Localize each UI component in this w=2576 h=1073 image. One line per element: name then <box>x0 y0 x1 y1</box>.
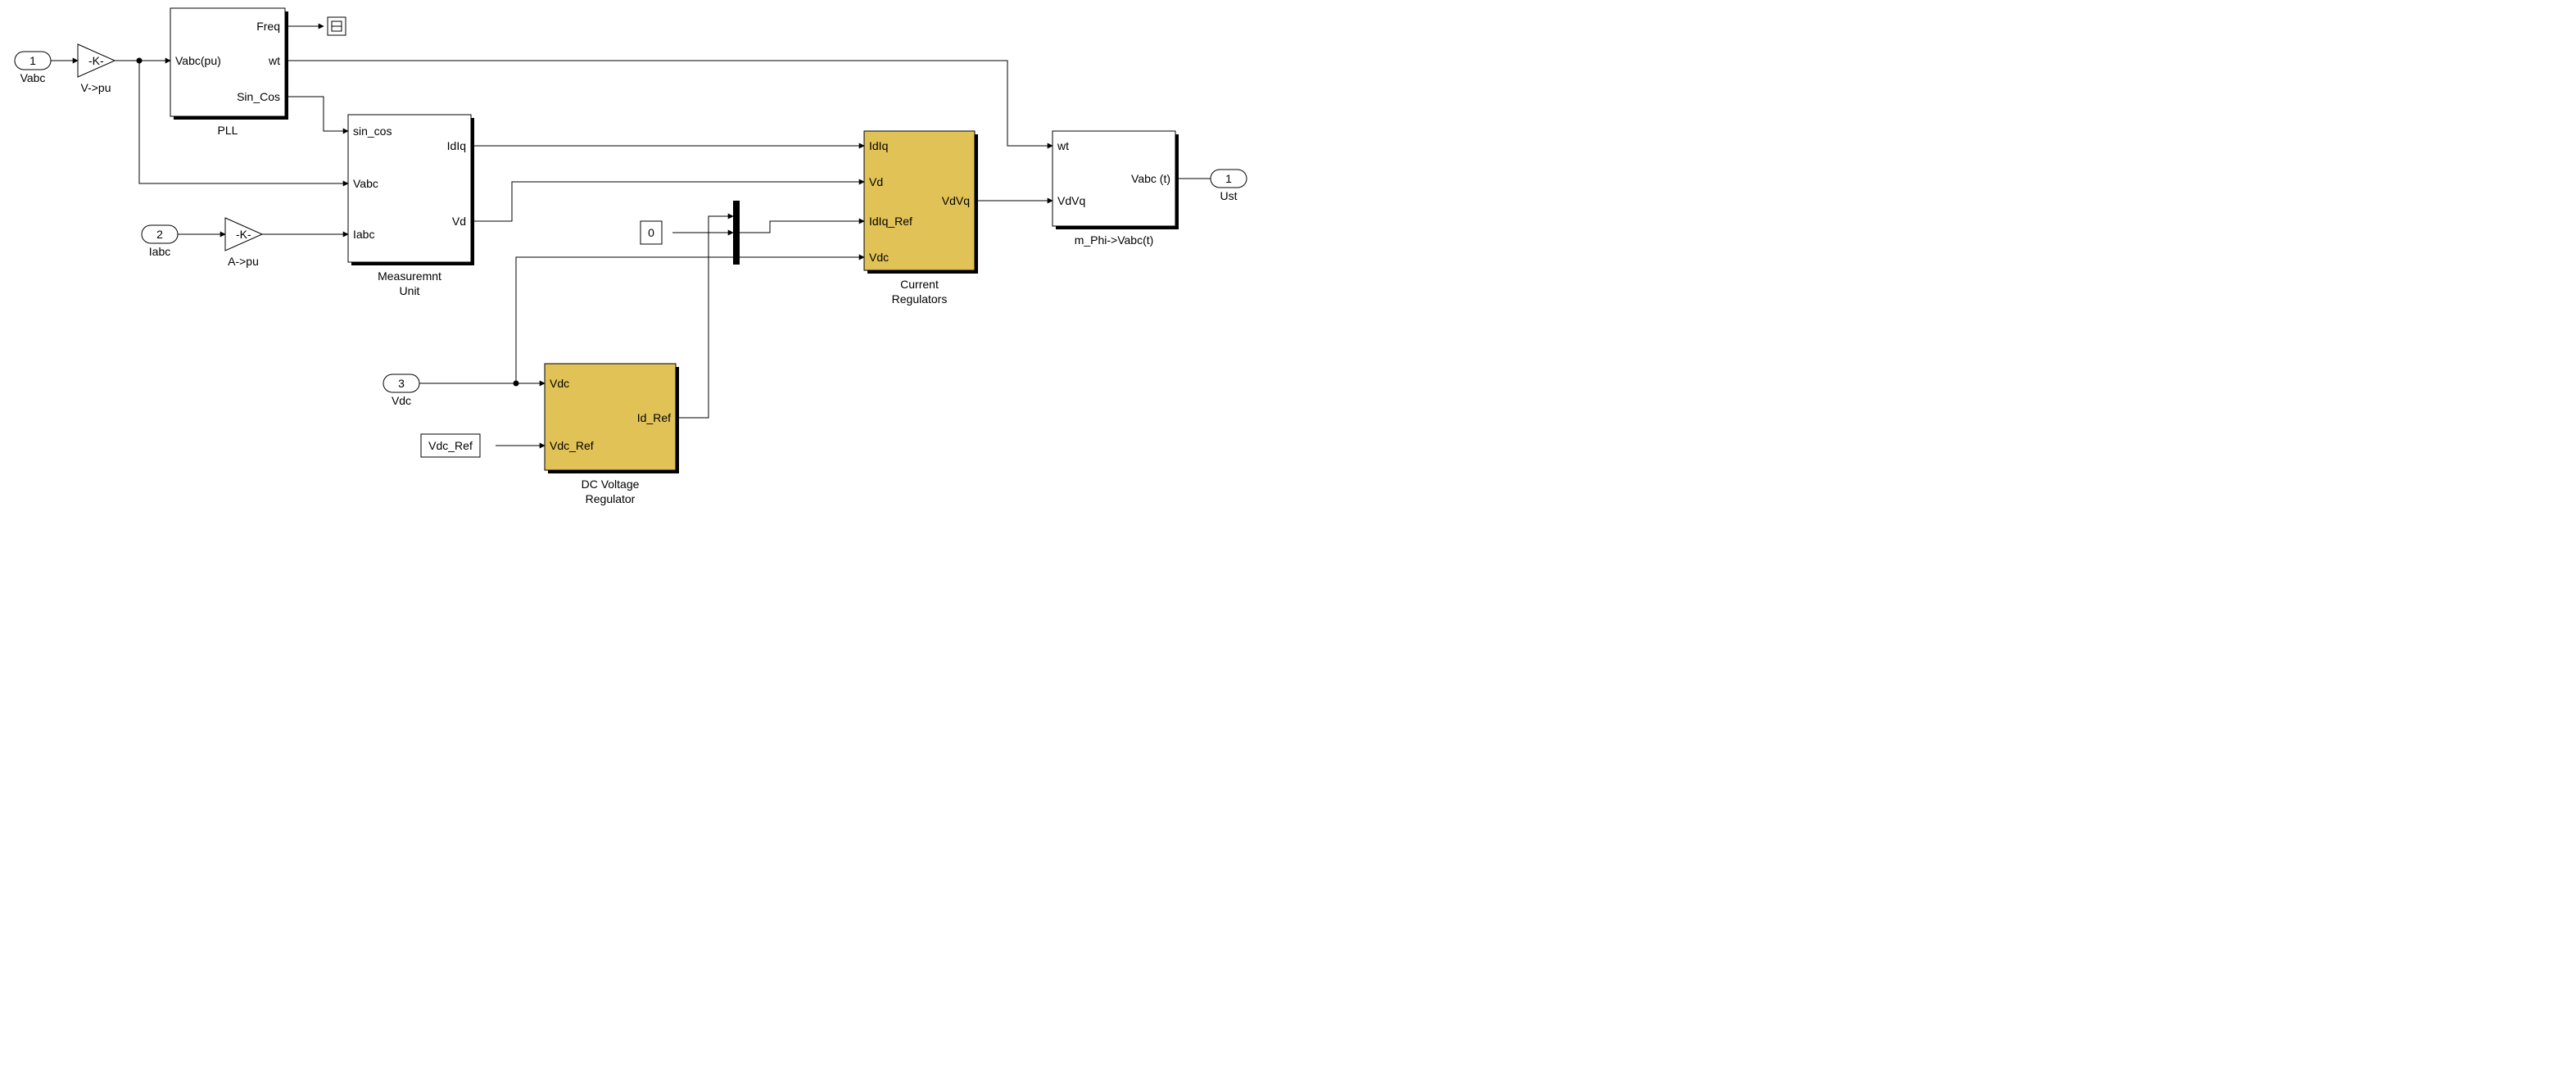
block-meas-label: Unit <box>400 284 420 297</box>
wire-4 <box>285 97 348 131</box>
block-pll-out: Sin_Cos <box>237 90 280 103</box>
svg-text:-K-: -K- <box>88 54 104 67</box>
const-zero: 0 <box>641 221 662 244</box>
block-meas: sin_cos Vabc Iabc IdIq Vd <box>348 115 474 265</box>
block-mphi-label: m_Phi->Vabc(t) <box>1075 233 1154 247</box>
svg-text:-K-: -K- <box>236 228 251 241</box>
inport-vabc: 1 Vabc <box>15 52 51 84</box>
block-pll-out: wt <box>268 54 280 67</box>
block-curreg-in: IdIq_Ref <box>869 215 912 228</box>
svg-text:3: 3 <box>398 377 405 390</box>
block-meas-out: IdIq <box>447 139 466 152</box>
block-dcvreg-in: Vdc_Ref <box>550 439 594 452</box>
block-meas-in: Iabc <box>353 228 374 241</box>
block-curreg-out: VdVq <box>942 194 970 207</box>
block-dcvreg-label: DC Voltage <box>582 478 640 491</box>
block-meas-label: Measuremnt <box>378 269 441 283</box>
junction-1 <box>514 381 519 387</box>
mux <box>733 201 740 265</box>
wire-14 <box>676 216 733 418</box>
svg-text:1: 1 <box>29 54 36 67</box>
inport-iabc-label: Iabc <box>149 245 170 258</box>
block-pll-in: Vabc(pu) <box>175 54 221 67</box>
block-curreg: IdIq Vd IdIq_Ref Vdc VdVq <box>864 131 978 274</box>
block-curreg-in: IdIq <box>869 139 888 152</box>
block-mphi-in: wt <box>1057 139 1069 152</box>
block-mphi-out: Vabc (t) <box>1131 172 1170 185</box>
block-pll: Vabc(pu) Freq wt Sin_Cos <box>170 8 288 120</box>
svg-text:V->pu: V->pu <box>81 81 111 94</box>
block-meas-in: sin_cos <box>353 125 392 138</box>
gain-vpu: -K- V->pu <box>78 44 115 94</box>
block-dcvreg: Vdc Vdc_Ref Id_Ref <box>545 364 679 473</box>
svg-text:A->pu: A->pu <box>228 255 259 268</box>
simulink-diagram: 1 Vabc 2 Iabc 3 Vdc 1 Ust -K- V->pu -K- A->pu 0 Vdc_R… <box>0 0 1278 549</box>
block-dcvreg-label: Regulator <box>586 492 636 505</box>
svg-text:0: 0 <box>648 226 654 239</box>
block-curreg-label: Current <box>900 278 939 291</box>
outport-ust: 1 Ust <box>1211 170 1247 202</box>
inport-vabc-label: Vabc <box>20 71 46 84</box>
junction-0 <box>137 58 143 64</box>
block-meas-in: Vabc <box>353 177 378 190</box>
block-dcvreg-in: Vdc <box>550 377 569 390</box>
block-pll-out: Freq <box>256 20 280 33</box>
block-curreg-in: Vdc <box>869 251 889 264</box>
svg-text:1: 1 <box>1225 172 1232 185</box>
svg-text:Vdc_Ref: Vdc_Ref <box>428 439 473 452</box>
block-curreg-in: Vd <box>869 175 883 188</box>
block-pll-label: PLL <box>218 124 238 137</box>
block-mphi: wt VdVq Vabc (t) <box>1053 131 1179 229</box>
block-dcvreg-out: Id_Ref <box>637 411 671 424</box>
outport-ust-label: Ust <box>1220 189 1238 202</box>
inport-iabc: 2 Iabc <box>142 225 178 258</box>
inport-vdc: 3 Vdc <box>383 374 419 407</box>
block-meas-out: Vd <box>452 215 466 228</box>
block-curreg-label: Regulators <box>892 292 948 306</box>
wire-9 <box>471 182 864 221</box>
inport-vdc-label: Vdc <box>392 394 411 407</box>
gain-apu: -K- A->pu <box>225 218 262 268</box>
terminator-freq <box>328 17 346 35</box>
wire-11 <box>740 221 864 233</box>
block-mphi-in: VdVq <box>1057 194 1085 207</box>
svg-text:2: 2 <box>156 228 163 241</box>
const-vdcref: Vdc_Ref <box>421 434 480 457</box>
